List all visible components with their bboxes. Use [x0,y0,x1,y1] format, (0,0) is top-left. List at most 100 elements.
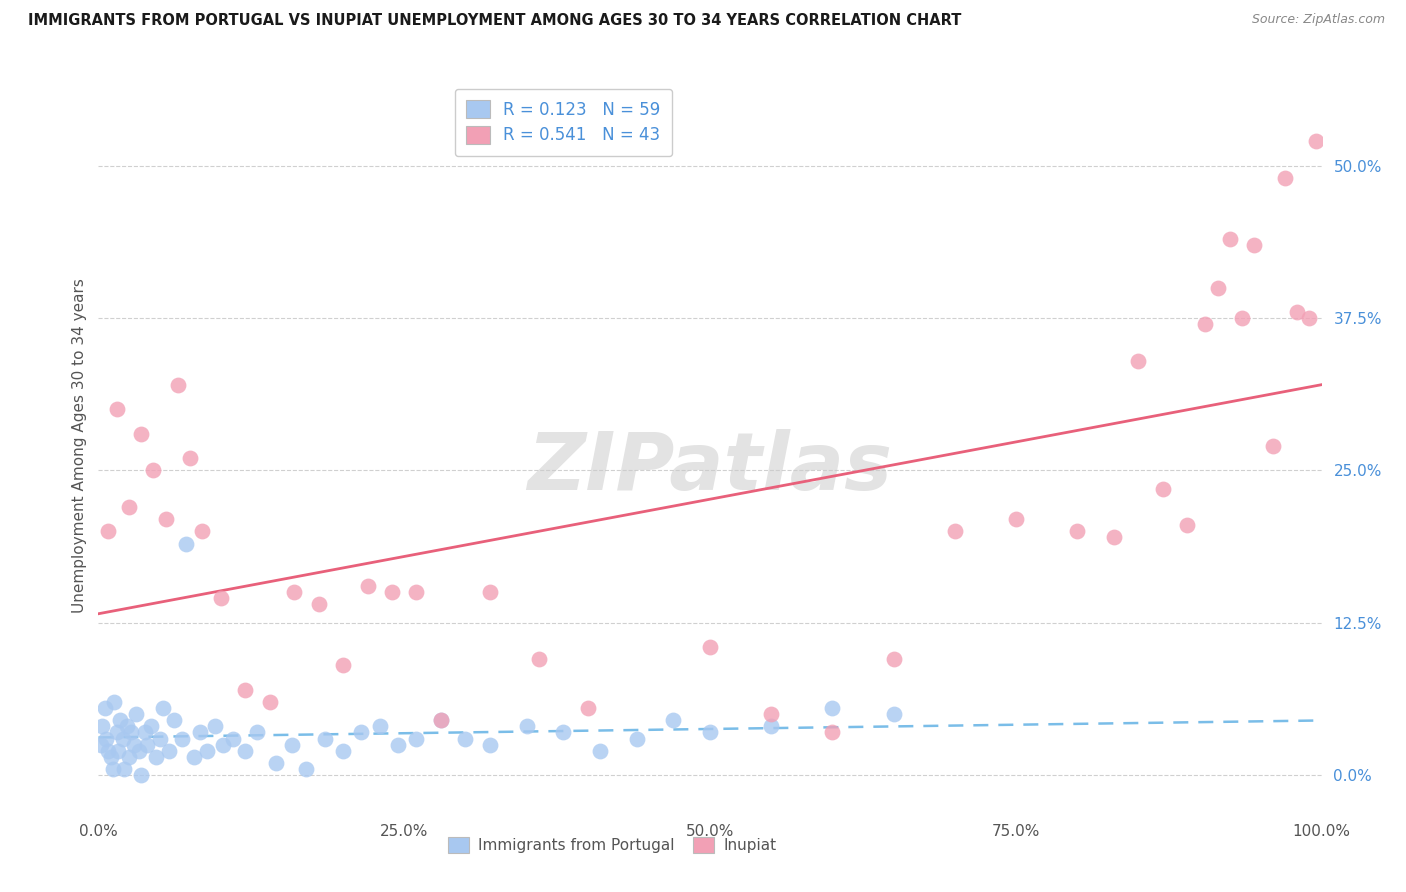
Point [93,701,115,715]
Point [129,426,152,441]
Point [125,707,148,722]
Point [1206,280,1229,294]
Point [115,719,138,733]
Point [142,463,165,477]
Point [91,719,114,733]
Point [761,719,783,733]
Point [943,524,966,539]
Point [90,738,112,752]
Point [1102,530,1125,544]
Point [387,738,409,752]
Text: Source: ZipAtlas.com: Source: ZipAtlas.com [1251,13,1385,27]
Point [222,731,245,746]
Point [589,744,612,758]
Point [516,719,538,733]
Point [176,536,198,550]
Point [761,707,783,722]
Point [103,695,125,709]
Point [118,749,141,764]
Point [111,731,134,746]
Point [626,731,648,746]
Point [283,585,305,599]
Point [368,719,391,733]
Point [553,725,575,739]
Point [356,579,378,593]
Point [97,524,120,539]
Text: IMMIGRANTS FROM PORTUGAL VS INUPIAT UNEMPLOYMENT AMONG AGES 30 TO 34 YEARS CORRE: IMMIGRANTS FROM PORTUGAL VS INUPIAT UNEM… [28,13,962,29]
Point [179,451,201,466]
Point [350,725,373,739]
Point [295,762,318,776]
Point [821,725,844,739]
Point [1274,170,1296,185]
Point [332,658,354,673]
Point [112,762,135,776]
Point [129,768,152,782]
Point [101,762,124,776]
Point [1286,305,1309,319]
Point [100,749,122,764]
Point [118,500,141,514]
Point [107,744,129,758]
Point [139,719,162,733]
Point [883,707,905,722]
Point [233,744,256,758]
Point [699,640,721,655]
Point [332,744,354,758]
Point [145,749,167,764]
Point [280,738,302,752]
Point [381,585,404,599]
Point [167,378,190,392]
Text: ZIPatlas: ZIPatlas [527,429,893,507]
Point [527,652,550,666]
Point [821,701,844,715]
Point [152,701,174,715]
Point [662,714,685,728]
Point [308,598,330,612]
Legend: Immigrants from Portugal, Inupiat: Immigrants from Portugal, Inupiat [441,830,783,859]
Point [1219,232,1241,246]
Point [212,738,235,752]
Point [454,731,477,746]
Point [430,714,453,728]
Point [314,731,336,746]
Point [191,524,214,539]
Point [1066,524,1088,539]
Point [97,744,120,758]
Point [188,725,211,739]
Point [155,512,177,526]
Point [209,591,232,606]
Point [134,725,156,739]
Point [1298,311,1320,326]
Point [1230,311,1253,326]
Point [128,744,150,758]
Point [405,731,427,746]
Point [259,695,281,709]
Point [105,725,128,739]
Point [157,744,180,758]
Point [110,714,132,728]
Point [120,725,142,739]
Point [204,719,226,733]
Point [1194,317,1216,331]
Point [163,714,186,728]
Point [183,749,205,764]
Point [149,731,172,746]
Point [1261,439,1284,453]
Point [105,402,128,417]
Point [1128,353,1150,368]
Point [883,652,905,666]
Point [1243,238,1265,252]
Point [1152,482,1174,496]
Point [699,725,721,739]
Point [1175,518,1198,533]
Point [195,744,218,758]
Point [122,738,145,752]
Point [576,701,599,715]
Point [1004,512,1026,526]
Point [1305,134,1327,148]
Point [170,731,193,746]
Point [94,731,117,746]
Y-axis label: Unemployment Among Ages 30 to 34 years: Unemployment Among Ages 30 to 34 years [72,278,87,614]
Point [478,585,501,599]
